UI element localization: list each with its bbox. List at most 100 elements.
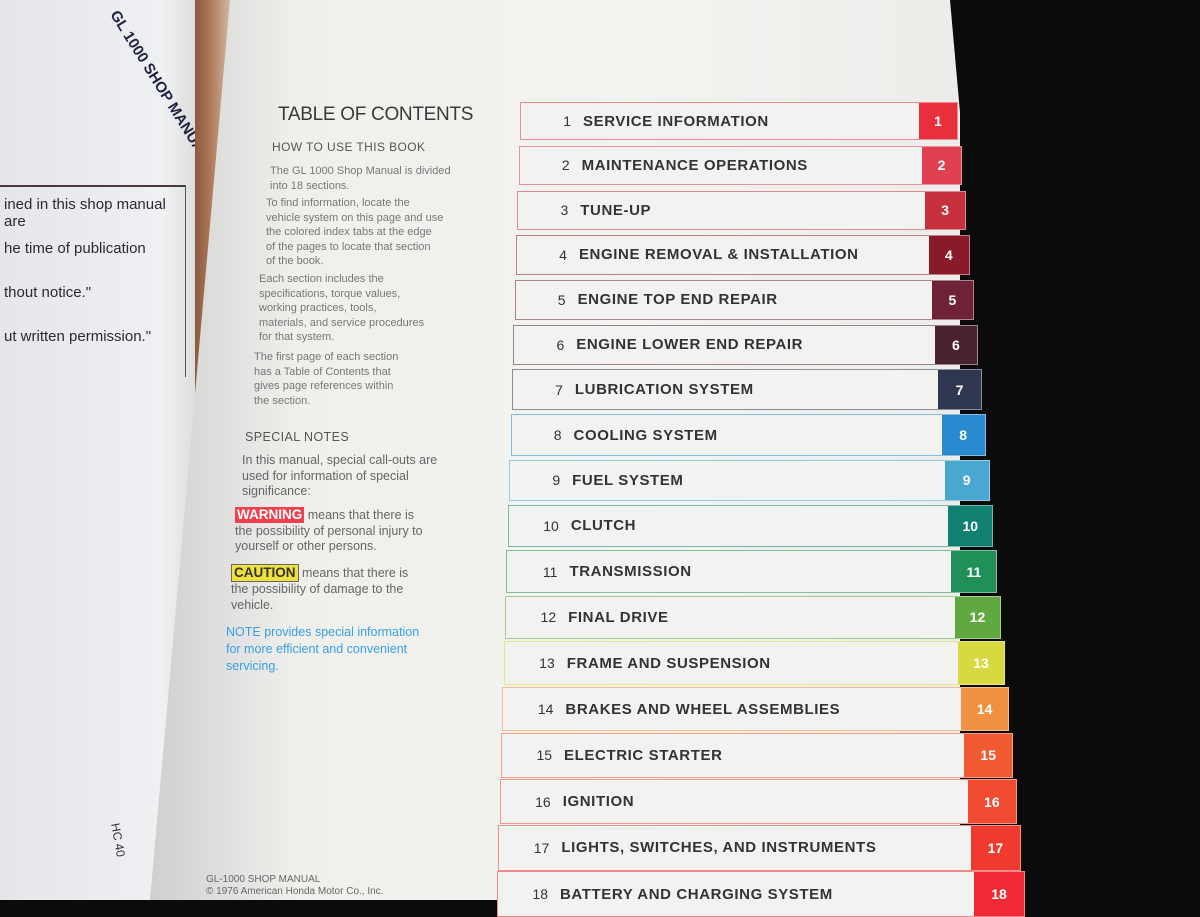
section-index-tab[interactable]: 13	[957, 642, 1005, 684]
notice-line: thout notice."	[4, 284, 92, 301]
text-line: yourself or other persons.	[235, 539, 377, 553]
section-row[interactable]: 17 LIGHTS, SWITCHES, AND INSTRUMENTS 17	[498, 825, 1022, 871]
section-row[interactable]: 12 FINAL DRIVE 12	[505, 595, 1002, 639]
section-number: 16	[535, 793, 551, 810]
section-label: BRAKES AND WHEEL ASSEMBLIES	[565, 700, 841, 718]
section-label: LUBRICATION SYSTEM	[574, 381, 754, 399]
text-line: The GL 1000 Shop Manual is divided	[270, 165, 451, 177]
section-label: SERVICE INFORMATION	[583, 112, 769, 130]
section-row[interactable]: 9 FUEL SYSTEM 9	[509, 459, 990, 502]
section-label: FRAME AND SUSPENSION	[566, 654, 771, 672]
special-notes-heading: SPECIAL NOTES	[245, 430, 350, 444]
section-number: 9	[552, 472, 561, 489]
section-label: TRANSMISSION	[569, 563, 692, 581]
how-to-paragraph: The GL 1000 Shop Manual is divided into 1…	[270, 164, 451, 193]
section-label: ELECTRIC STARTER	[564, 746, 723, 764]
section-row[interactable]: 1 SERVICE INFORMATION 1	[520, 102, 958, 140]
notice-box	[0, 185, 186, 377]
section-row[interactable]: 13 FRAME AND SUSPENSION 13	[503, 641, 1006, 685]
section-label: LIGHTS, SWITCHES, AND INSTRUMENTS	[561, 839, 877, 857]
section-row[interactable]: 16 IGNITION 16	[499, 779, 1018, 825]
notice-line: ut written permission."	[4, 328, 152, 345]
section-number: 17	[533, 839, 550, 856]
how-to-paragraph: Each section includes the specifications,…	[259, 272, 424, 345]
section-number: 7	[555, 381, 563, 398]
text-line: means that there is	[307, 508, 415, 522]
section-index-tab[interactable]: 16	[967, 780, 1017, 824]
section-label: MAINTENANCE OPERATIONS	[581, 156, 808, 174]
section-index-tab[interactable]: 1	[919, 103, 957, 139]
section-index-tab[interactable]: 15	[964, 734, 1013, 777]
section-row[interactable]: 18 BATTERY AND CHARGING SYSTEM 18	[497, 871, 1025, 917]
section-row[interactable]: 3 TUNE-UP 3	[517, 190, 966, 230]
section-label: COOLING SYSTEM	[573, 426, 718, 444]
left-page: GL 1000 SHOP MANUAL ined in this shop ma…	[0, 0, 213, 900]
section-number: 13	[539, 655, 555, 672]
text-line: the possibility of personal injury to	[235, 523, 423, 538]
section-row[interactable]: 8 COOLING SYSTEM 8	[510, 414, 986, 456]
text-line: materials, and service procedures	[259, 316, 425, 329]
section-row[interactable]: 10 CLUTCH 10	[507, 504, 994, 548]
text-line: of the book.	[266, 255, 324, 267]
text-line: provides special information	[264, 625, 420, 639]
section-index-tab[interactable]: 17	[970, 826, 1021, 870]
section-index-tab[interactable]: 3	[925, 191, 965, 229]
section-number: 12	[540, 609, 557, 626]
section-row[interactable]: 15 ELECTRIC STARTER 15	[501, 733, 1014, 778]
text-line: servicing.	[226, 659, 279, 673]
text-line: into 18 sections.	[270, 179, 350, 192]
section-index-tab[interactable]: 7	[938, 370, 981, 410]
text-line: To find information, locate the	[266, 197, 410, 209]
section-number: 8	[553, 427, 562, 444]
how-to-heading: HOW TO USE THIS BOOK	[272, 140, 426, 154]
section-index-tab[interactable]: 12	[954, 596, 1001, 638]
warning-badge: WARNING	[235, 507, 305, 523]
section-row[interactable]: 7 LUBRICATION SYSTEM 7	[511, 369, 982, 411]
text-line: working practices, tools,	[259, 302, 377, 314]
section-number: 1	[563, 113, 571, 129]
section-index-tab[interactable]: 10	[948, 505, 993, 547]
section-index-tab[interactable]: 4	[928, 236, 969, 274]
warning-note: WARNING means that there is the possibil…	[235, 507, 423, 555]
section-index-tab[interactable]: 8	[941, 415, 985, 455]
section-number: 4	[559, 246, 567, 263]
section-number: 18	[532, 886, 548, 903]
note-label: NOTE	[226, 625, 261, 639]
section-label: ENGINE REMOVAL & INSTALLATION	[578, 246, 859, 264]
notice-line: he time of publication	[4, 240, 146, 257]
section-label: BATTERY AND CHARGING SYSTEM	[560, 885, 833, 903]
text-line: In this manual, special call-outs are	[242, 453, 438, 467]
section-row[interactable]: 5 ENGINE TOP END REPAIR 5	[514, 279, 974, 320]
notice-line: ined in this shop manual are	[4, 196, 166, 230]
section-index-tab[interactable]: 9	[944, 460, 989, 501]
caution-badge: CAUTION	[231, 564, 299, 582]
section-label: FINAL DRIVE	[568, 608, 669, 626]
section-index-tab[interactable]: 6	[935, 325, 977, 364]
text-line: specifications, torque values,	[259, 287, 401, 300]
how-to-paragraph: The first page of each section has a Tabl…	[254, 350, 398, 408]
section-number: 2	[561, 157, 570, 174]
section-number: 10	[543, 517, 559, 534]
section-row[interactable]: 14 BRAKES AND WHEEL ASSEMBLIES 14	[502, 687, 1010, 732]
special-intro: In this manual, special call-outs are us…	[242, 453, 437, 500]
text-line: used for information of special	[242, 468, 409, 483]
section-number: 5	[557, 291, 566, 308]
section-row[interactable]: 4 ENGINE REMOVAL & INSTALLATION 4	[515, 235, 970, 275]
section-number: 14	[537, 701, 554, 718]
text-line: significance:	[242, 484, 311, 498]
section-index-tab[interactable]: 18	[974, 872, 1024, 917]
text-line: of the pages to locate that section	[266, 240, 431, 253]
copyright: © 1976 American Honda Motor Co., Inc.	[206, 886, 384, 897]
section-row[interactable]: 6 ENGINE LOWER END REPAIR 6	[513, 324, 978, 365]
section-label: TUNE-UP	[580, 201, 652, 219]
section-label: FUEL SYSTEM	[572, 471, 684, 489]
section-row[interactable]: 2 MAINTENANCE OPERATIONS 2	[518, 146, 962, 185]
section-index-tab[interactable]: 2	[922, 147, 961, 184]
section-number: 15	[536, 747, 553, 764]
section-index-tab[interactable]: 14	[961, 688, 1009, 731]
section-label: CLUTCH	[570, 517, 637, 535]
section-row[interactable]: 11 TRANSMISSION 11	[506, 550, 998, 593]
text-line: vehicle.	[231, 597, 274, 612]
section-index-tab[interactable]: 11	[951, 551, 997, 592]
section-index-tab[interactable]: 5	[931, 280, 973, 319]
